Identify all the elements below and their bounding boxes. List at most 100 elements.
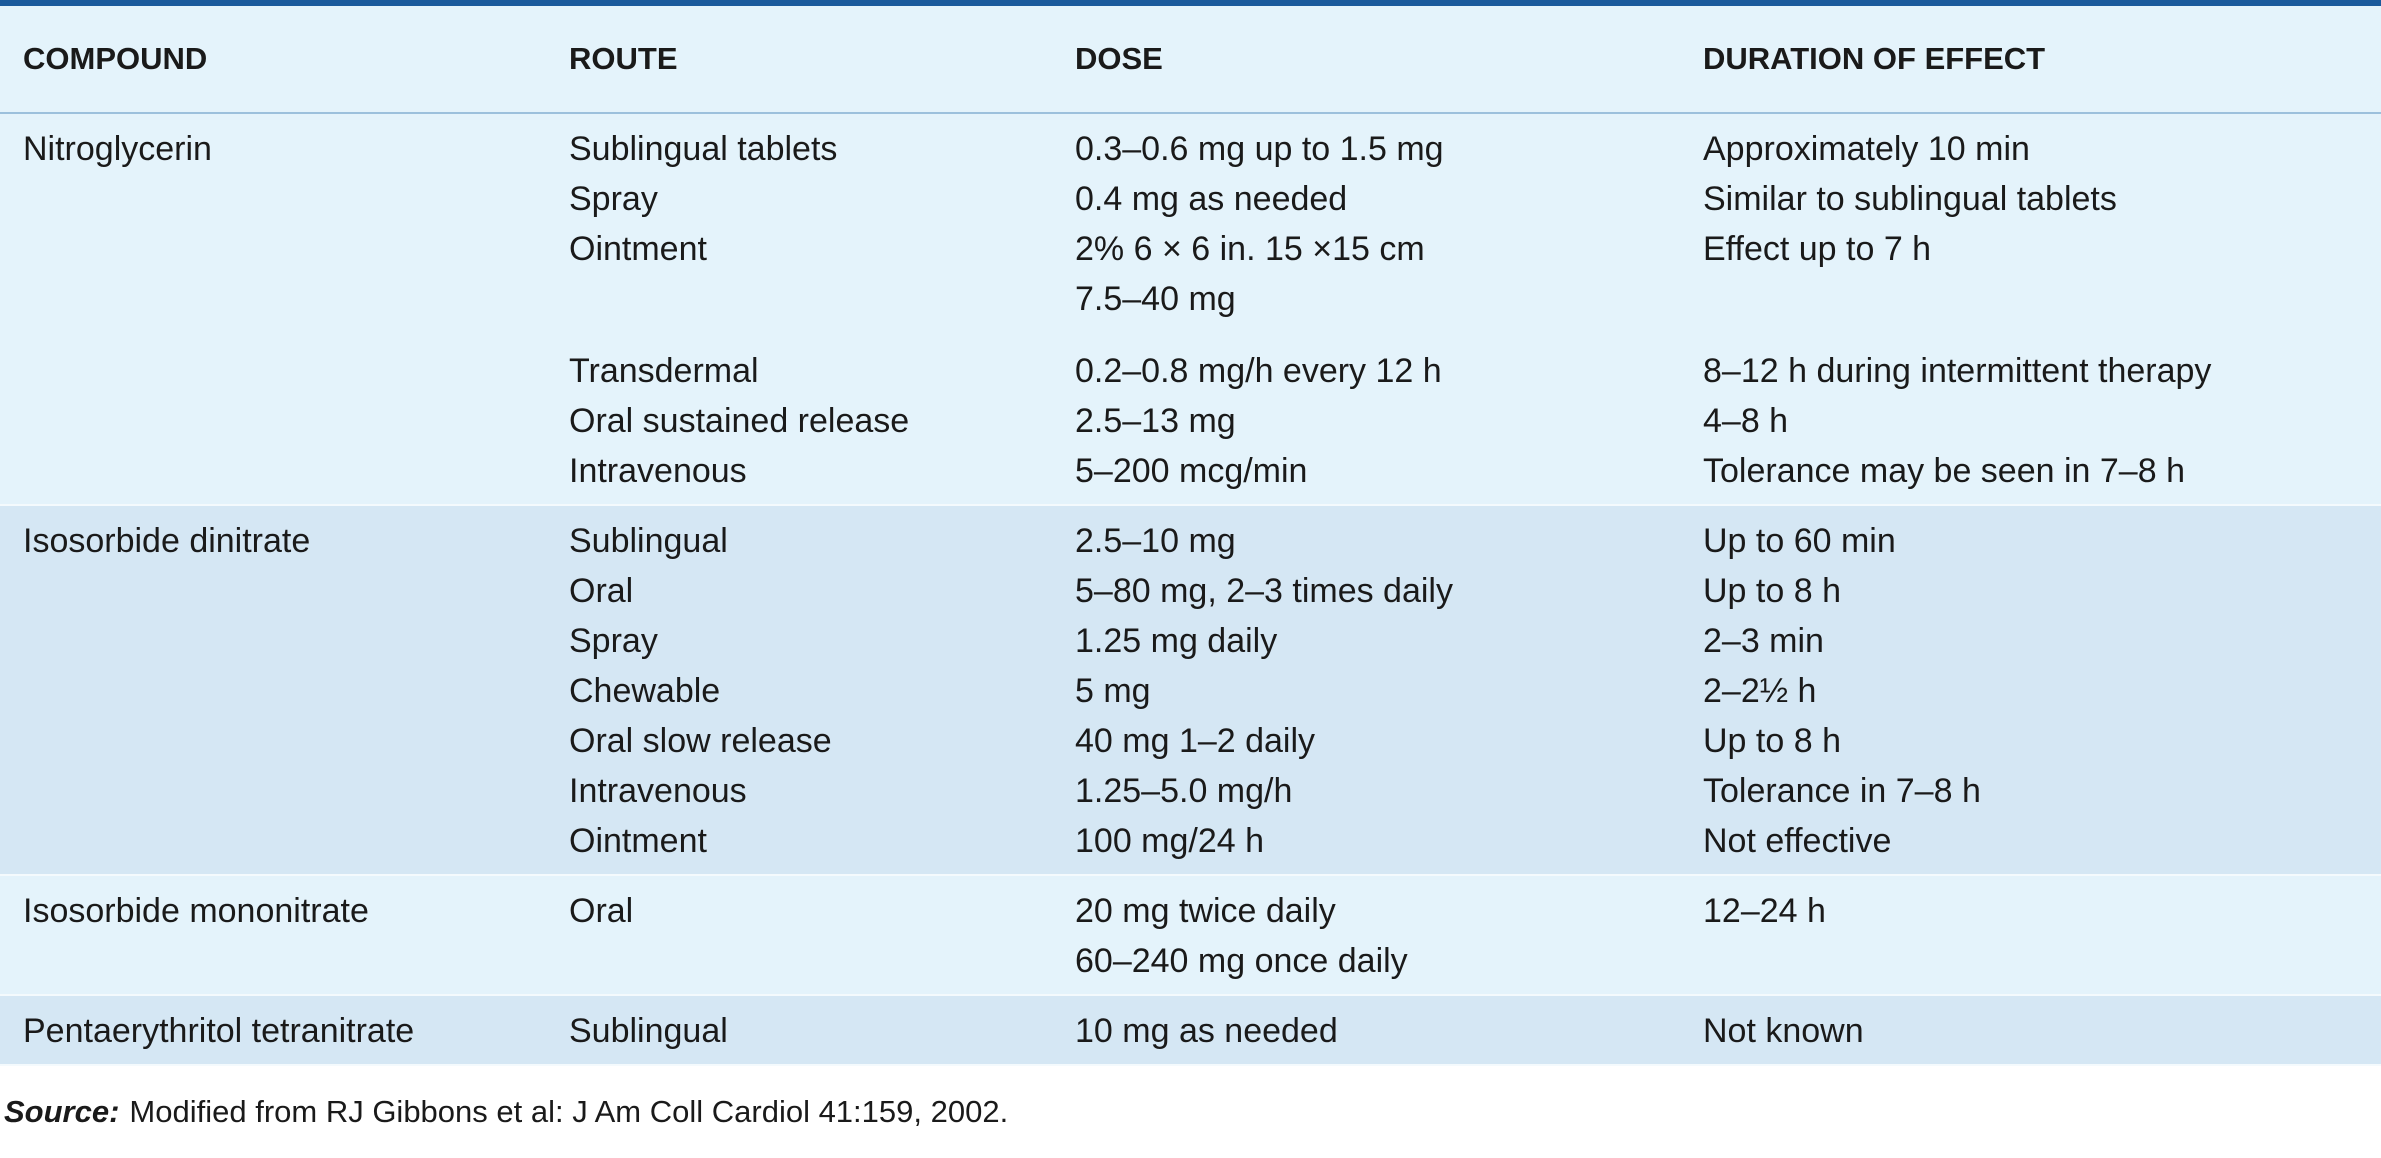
duration: Tolerance may be seen in 7–8 h [1703,452,2185,490]
duration: Up to 8 h [1703,572,1841,610]
duration: Approximately 10 min [1703,130,2030,168]
route: Oral [569,572,634,610]
duration: Tolerance in 7–8 h [1703,772,1981,810]
dose-block: 10 mg as needed [1075,1006,1703,1056]
duration: 4–8 h [1703,402,1789,440]
compound: Pentaerythritol tetranitrate [23,1012,415,1050]
dose-block: 5–200 mcg/min [1075,446,1703,496]
dose-line: 0.2–0.8 mg/h every 12 h [1075,352,1442,390]
header-row: COMPOUND ROUTE DOSE DURATION OF EFFECT [0,6,2381,114]
duration: Not effective [1703,822,1892,860]
source-note: Source: Modified from RJ Gibbons et al: J… [4,1094,1008,1130]
compound-cell: Pentaerythritol tetranitrate [23,1006,569,1056]
duration-block: Tolerance may be seen in 7–8 h [1703,446,2381,496]
compound-cell: Nitroglycerin [23,124,569,496]
route: Chewable [569,672,721,710]
route-block: Spray [569,616,1075,666]
header-cell: DURATION OF EFFECT [1703,41,2046,76]
route-cell: Sublingual Oral Spray Chewable Oral slow rel… [569,516,1075,866]
row-group: Nitroglycerin Sublingual tablets Spray Oint… [0,114,2381,506]
duration: Up to 60 min [1703,522,1896,560]
duration: Up to 8 h [1703,722,1841,760]
duration-block: 4–8 h [1703,396,2381,446]
route-block: Spray [569,174,1075,224]
row-group: Isosorbide dinitrate Sublingual Oral Spray C… [0,506,2381,876]
duration-block: Approximately 10 min [1703,124,2381,174]
duration: 8–12 h during intermittent therapy [1703,352,2212,390]
dose-block: 1.25–5.0 mg/h [1075,766,1703,816]
duration: Similar to sublingual tablets [1703,180,2117,218]
dose-block: 1.25 mg daily [1075,616,1703,666]
dose-block: 40 mg 1–2 daily [1075,716,1703,766]
route: Oral slow release [569,722,832,760]
dose-line: 0.4 mg as needed [1075,180,1348,218]
dose-line: 10 mg as needed [1075,1012,1338,1050]
route: Sublingual [569,522,728,560]
duration-block: Not known [1703,1006,2381,1056]
duration-block: Up to 8 h [1703,566,2381,616]
row-group: Pentaerythritol tetranitrate Sublingual 10… [0,996,2381,1066]
route-block: Chewable [569,666,1075,716]
route-block: Sublingual [569,1006,1075,1056]
dose-line: 2% 6 × 6 in. 15 ×15 cm [1075,230,1425,268]
dose-block: 2.5–10 mg [1075,516,1703,566]
route-block: Intravenous [569,446,1075,496]
route-cell: Sublingual [569,1006,1075,1056]
route: Oral [569,892,634,930]
route-block: Oral [569,886,1075,986]
dose-block: 2.5–13 mg [1075,396,1703,446]
route-block: Oral sustained release [569,396,1075,446]
route-cell: Oral [569,886,1075,986]
duration-block: Tolerance in 7–8 h [1703,766,2381,816]
header-cell: ROUTE [569,41,678,76]
dose-line: 1.25–5.0 mg/h [1075,772,1293,810]
route-block: Transdermal [569,346,1075,396]
route: Oral sustained release [569,402,910,440]
dose-block: 2% 6 × 6 in. 15 ×15 cm 7.5–40 mg [1075,224,1703,324]
route-block: Intravenous [569,766,1075,816]
compound-cell: Isosorbide mononitrate [23,886,569,986]
dose-line: 0.3–0.6 mg up to 1.5 mg [1075,130,1444,168]
row-group: Isosorbide mononitrate Oral 20 mg twice da… [0,876,2381,996]
route: Ointment [569,822,707,860]
duration-block: 12–24 h [1703,886,2381,986]
source-text: Modified from RJ Gibbons et al: J Am Col… [129,1094,1009,1129]
duration: 2–3 min [1703,622,1824,660]
dose-block: 0.3–0.6 mg up to 1.5 mg [1075,124,1703,174]
duration: 12–24 h [1703,892,1826,930]
duration-cell: 12–24 h [1703,886,2381,986]
dose-cell: 20 mg twice daily 60–240 mg once daily [1075,886,1703,986]
duration: Not known [1703,1012,1864,1050]
dose-block: 0.2–0.8 mg/h every 12 h [1075,346,1703,396]
route-block: Ointment [569,224,1075,324]
dose-line: 5–80 mg, 2–3 times daily [1075,572,1453,610]
route: Intravenous [569,452,747,490]
duration-cell: Not known [1703,1006,2381,1056]
route: Sublingual [569,1012,728,1050]
dose-line: 5–200 mcg/min [1075,452,1308,490]
compound: Isosorbide mononitrate [23,892,369,930]
table-body: Nitroglycerin Sublingual tablets Spray Oint… [0,114,2381,1066]
duration-block: Not effective [1703,816,2381,866]
route-block: Oral slow release [569,716,1075,766]
source-label: Source: [4,1094,120,1129]
dose-line: 1.25 mg daily [1075,622,1278,660]
table: COMPOUND ROUTE DOSE DURATION OF EFFECT Nitr… [0,0,2381,1066]
dose-block: 5 mg [1075,666,1703,716]
dose-block: 100 mg/24 h [1075,816,1703,866]
header-cell: DOSE [1075,41,1163,76]
route: Ointment [569,230,707,268]
duration-cell: Up to 60 min Up to 8 h 2–3 min 2–2½ h Up to … [1703,516,2381,866]
dose-block: 20 mg twice daily 60–240 mg once daily [1075,886,1703,986]
header-cell: COMPOUND [23,41,208,76]
route: Intravenous [569,772,747,810]
dose-block: 0.4 mg as needed [1075,174,1703,224]
route: Sublingual tablets [569,130,838,168]
route-block: Oral [569,566,1075,616]
dose-line: 40 mg 1–2 daily [1075,722,1316,760]
duration-block: Up to 8 h [1703,716,2381,766]
dose-line: 2.5–13 mg [1075,402,1236,440]
route: Spray [569,622,658,660]
duration-block: Similar to sublingual tablets [1703,174,2381,224]
